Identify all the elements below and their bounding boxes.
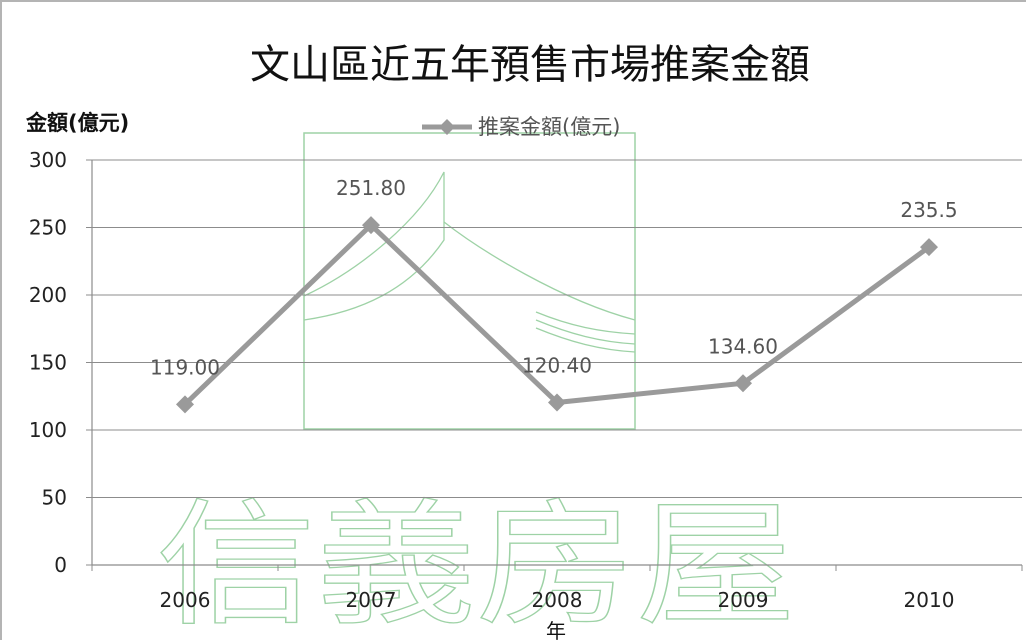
data-label: 119.00	[150, 355, 220, 379]
x-tick-label: 2010	[904, 588, 955, 612]
axes: 0 50 100 150 200 250 300 2006 2007 2008 2009 2010	[29, 148, 1023, 612]
y-tick-label: 50	[42, 486, 67, 510]
x-tick-label: 2007	[346, 588, 397, 612]
data-label: 134.60	[708, 334, 778, 358]
legend-marker-diamond-icon	[439, 119, 455, 135]
watermark-text: 信義房屋	[156, 487, 796, 642]
data-point-marker	[920, 238, 938, 257]
y-tick-label: 100	[29, 418, 67, 442]
series-line-layer: 119.00 251.80 120.40 134.60 235.5	[150, 176, 958, 414]
y-axis-label: 金額(億元)	[25, 111, 129, 135]
data-point-marker	[548, 393, 566, 412]
y-tick-label: 150	[29, 351, 67, 375]
data-point-marker	[734, 374, 752, 393]
chart-title: 文山區近五年預售市場推案金額	[250, 42, 810, 88]
y-tick-label: 250	[29, 216, 67, 240]
y-tick-label: 0	[54, 553, 67, 577]
data-point-marker	[176, 395, 194, 414]
watermark-logo: 信義房屋	[155, 132, 797, 642]
data-point-marker	[362, 216, 380, 235]
data-label: 251.80	[336, 176, 406, 200]
x-tick-label: 2006	[160, 588, 211, 612]
y-tick-label: 300	[29, 148, 67, 172]
data-label: 120.40	[522, 353, 592, 377]
x-tick-label: 2009	[718, 588, 769, 612]
gridlines	[92, 159, 1022, 498]
x-axis-label: 年	[546, 619, 566, 642]
legend-entry: 推案金額(億元)	[478, 115, 620, 139]
data-label: 235.5	[900, 198, 957, 222]
y-tick-label: 200	[29, 283, 67, 307]
x-tick-label: 2008	[532, 588, 583, 612]
legend: 推案金額(億元)	[422, 115, 620, 139]
